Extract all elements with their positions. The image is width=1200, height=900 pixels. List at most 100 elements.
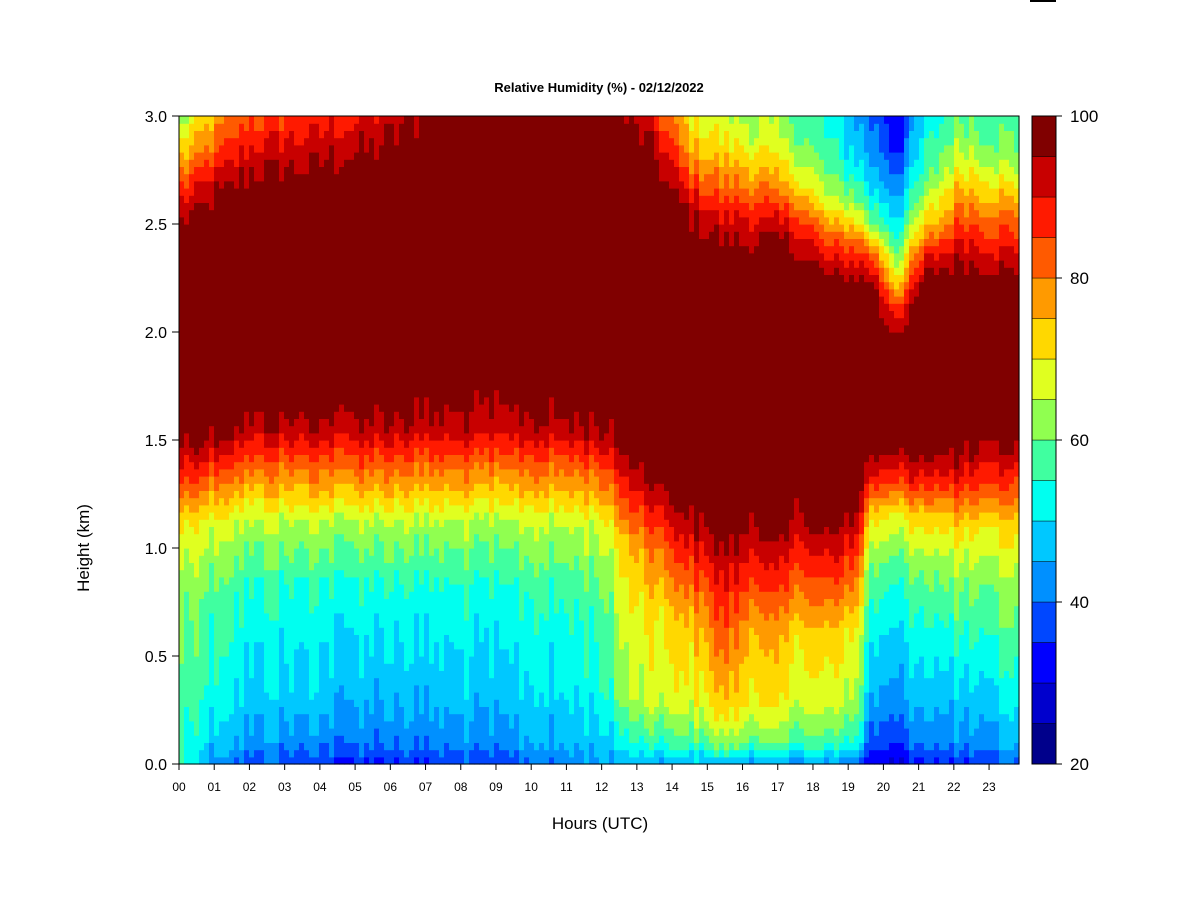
heat-cell: [179, 123, 185, 139]
heat-cell: [984, 116, 990, 146]
heat-cell: [994, 216, 1000, 239]
heat-cell: [1004, 504, 1010, 520]
heat-cell: [879, 267, 885, 283]
heat-cell: [499, 468, 505, 484]
heat-cell: [254, 483, 260, 499]
heat-cell: [444, 540, 450, 578]
heat-cell: [979, 216, 985, 232]
heat-cell: [879, 202, 885, 218]
heat-cell: [574, 526, 580, 556]
heat-cell: [204, 144, 210, 160]
heat-cell: [269, 569, 275, 621]
heat-cell: [229, 713, 235, 751]
heat-cell: [734, 648, 740, 693]
heat-cell: [339, 756, 345, 765]
heat-cell: [494, 742, 500, 765]
heat-cell: [489, 418, 495, 441]
heat-cell: [899, 663, 905, 715]
heat-cell: [709, 159, 715, 175]
colorbar-swatch: [1031, 439, 1057, 481]
heat-cell: [779, 159, 785, 182]
heat-cell: [829, 116, 835, 139]
heat-cell: [804, 188, 810, 196]
heat-cell: [339, 404, 345, 434]
heat-cell: [229, 749, 235, 765]
heat-cell: [984, 483, 990, 499]
heat-cell: [864, 267, 870, 283]
heat-cell: [354, 519, 360, 549]
heat-cell: [549, 396, 555, 434]
heat-cell: [569, 447, 575, 463]
heat-cell: [919, 756, 925, 765]
heat-cell: [799, 512, 805, 542]
heat-cell: [854, 116, 860, 131]
heat-cell: [859, 274, 865, 491]
heat-cell: [294, 468, 300, 484]
heat-cell: [249, 504, 255, 527]
heat-cell: [734, 173, 740, 196]
heat-cell: [244, 497, 250, 520]
heat-cell: [799, 591, 805, 621]
heat-cell: [824, 137, 830, 175]
heat-cell: [704, 641, 710, 693]
heat-cell: [709, 533, 715, 563]
heat-cell: [979, 497, 985, 513]
heat-cell: [659, 756, 665, 765]
heat-cell: [299, 483, 305, 506]
heat-cell: [984, 274, 990, 441]
heat-cell: [299, 144, 305, 175]
heat-cell: [349, 468, 355, 484]
heat-cell: [754, 526, 760, 556]
heat-cell: [969, 238, 975, 261]
heat-cell: [909, 224, 915, 239]
heat-cell: [619, 497, 625, 520]
heat-cell: [944, 749, 950, 765]
heat-cell: [959, 152, 965, 175]
heat-cell: [694, 209, 700, 542]
heat-cell: [999, 749, 1005, 765]
heat-cell: [959, 540, 965, 563]
heat-cell: [579, 512, 585, 527]
heat-cell: [744, 216, 750, 247]
heat-cell: [754, 720, 760, 736]
heat-cell: [229, 116, 235, 139]
heat-cell: [564, 562, 570, 614]
heat-cell: [779, 605, 785, 635]
heat-cell: [394, 692, 400, 736]
heat-cell: [459, 548, 465, 585]
heat-cell: [979, 555, 985, 585]
heat-cell: [209, 706, 215, 743]
heat-cell: [859, 209, 865, 225]
heat-cell: [529, 418, 535, 441]
heat-cell: [874, 526, 880, 549]
heat-cell: [394, 468, 400, 484]
heat-cell: [674, 713, 680, 736]
heat-cell: [414, 116, 420, 139]
heat-cell: [1009, 180, 1015, 196]
heat-cell: [214, 152, 220, 167]
heat-cell: [579, 440, 585, 463]
heat-cell: [734, 555, 740, 585]
heat-cell: [774, 166, 780, 189]
heat-cell: [844, 209, 850, 218]
heat-cell: [644, 504, 650, 527]
heat-cell: [1014, 476, 1020, 499]
heat-cell: [849, 238, 855, 247]
heat-cell: [1009, 519, 1015, 549]
heat-cell: [564, 454, 570, 477]
heat-cell: [369, 555, 375, 592]
heat-cell: [934, 656, 940, 707]
heat-cell: [249, 526, 255, 556]
heat-cell: [209, 461, 215, 477]
heat-cell: [379, 144, 385, 412]
heat-cell: [369, 116, 375, 139]
heat-cell: [949, 548, 955, 578]
heat-cell: [684, 116, 690, 124]
heat-cell: [929, 490, 935, 506]
heat-cell: [864, 720, 870, 743]
heat-cell: [719, 605, 725, 650]
heat-cell: [899, 526, 905, 549]
heat-cell: [944, 166, 950, 189]
heat-cell: [659, 692, 665, 715]
heat-cell: [914, 252, 920, 268]
